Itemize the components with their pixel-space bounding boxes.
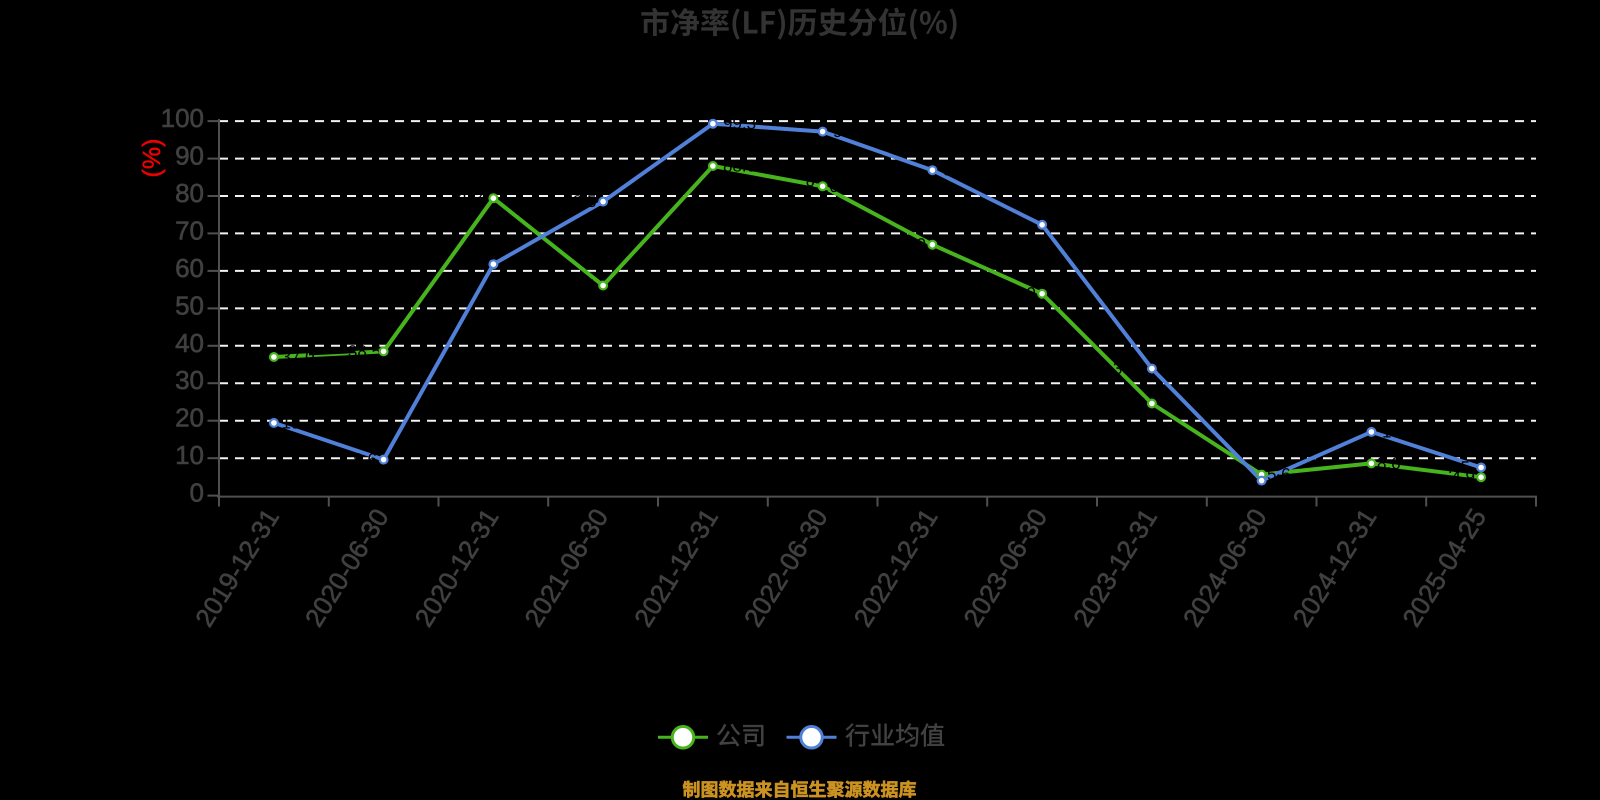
svg-text:4.9: 4.9: [1451, 468, 1475, 487]
svg-text:20: 20: [175, 403, 204, 433]
svg-text:60: 60: [175, 253, 204, 283]
svg-text:56.1: 56.1: [563, 276, 596, 295]
svg-text:50: 50: [175, 290, 204, 320]
svg-text:24.6: 24.6: [1113, 394, 1146, 413]
svg-text:72.3: 72.3: [1053, 215, 1086, 234]
svg-text:70: 70: [175, 215, 204, 245]
svg-text:79.4: 79.4: [453, 189, 486, 208]
svg-text:80: 80: [175, 178, 204, 208]
svg-text:99.3: 99.3: [723, 114, 756, 133]
svg-text:4.0: 4.0: [1272, 471, 1296, 490]
svg-text:67.0: 67.0: [893, 235, 926, 254]
svg-text:38.5: 38.5: [348, 342, 381, 361]
svg-text:86.9: 86.9: [943, 161, 976, 180]
svg-text:53.9: 53.9: [1003, 284, 1036, 303]
svg-text:90: 90: [175, 141, 204, 171]
svg-text:100: 100: [161, 103, 204, 133]
svg-text:7.5: 7.5: [1446, 458, 1470, 477]
svg-text:97.2: 97.2: [833, 122, 866, 141]
svg-text:8.6: 8.6: [1377, 454, 1401, 473]
svg-text:10: 10: [175, 440, 204, 470]
svg-text:(%): (%): [138, 139, 166, 178]
svg-text:88.0: 88.0: [723, 157, 756, 176]
svg-text:9.6: 9.6: [353, 450, 377, 469]
svg-text:30: 30: [175, 365, 204, 395]
svg-text:40: 40: [175, 328, 204, 358]
svg-text:37.0: 37.0: [282, 348, 315, 367]
svg-text:19.4: 19.4: [282, 413, 315, 432]
svg-text:0: 0: [190, 478, 204, 508]
svg-text:61.8: 61.8: [453, 255, 486, 274]
svg-text:17.0: 17.0: [1382, 422, 1415, 441]
svg-text:78.5: 78.5: [563, 192, 596, 211]
svg-text:5.6: 5.6: [1267, 465, 1291, 484]
svg-text:33.9: 33.9: [1113, 359, 1146, 378]
